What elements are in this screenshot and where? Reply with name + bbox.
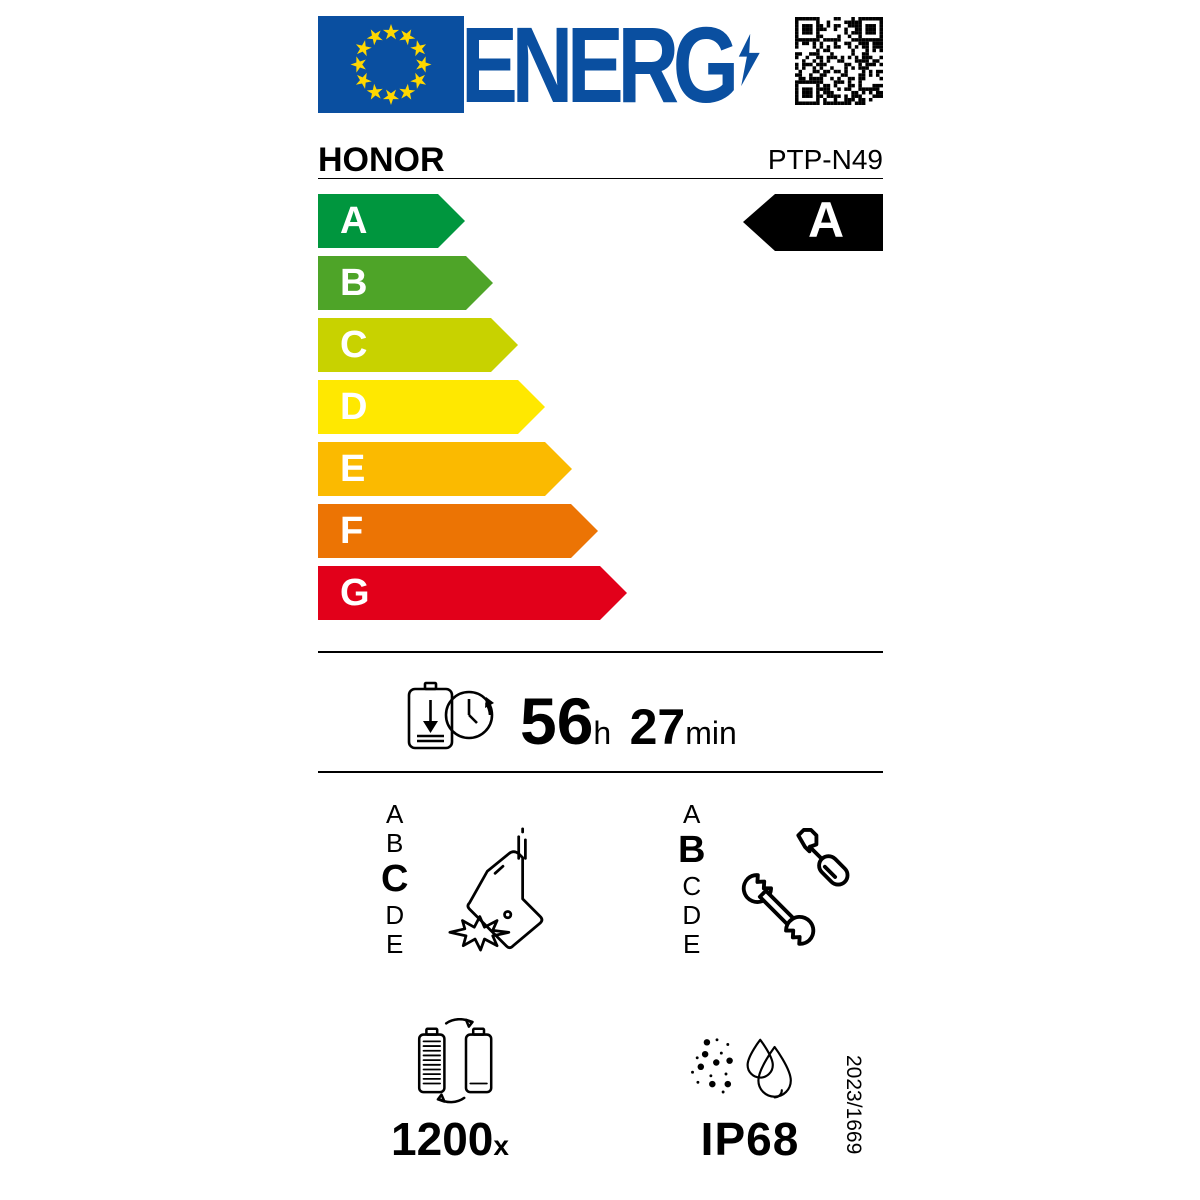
svg-text:A: A [808,192,844,248]
